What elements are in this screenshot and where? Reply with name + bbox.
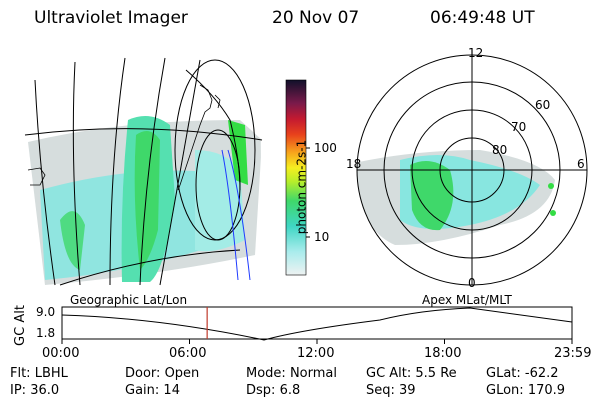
polar-aurora-field — [357, 150, 555, 245]
geographic-panel-label: Geographic Lat/Lon — [70, 293, 188, 307]
footer-door: Door: Open — [125, 366, 200, 381]
lat-label-70: 70 — [511, 120, 527, 134]
mlt-label-12: 12 — [468, 46, 484, 60]
timeline-ytick-high: 9.0 — [36, 305, 56, 319]
mlt-label-18: 18 — [346, 157, 362, 171]
timeline-xtick-0600: 06:00 — [169, 346, 207, 361]
geographic-grid — [24, 57, 263, 286]
date-label: 20 Nov 07 — [272, 8, 360, 28]
timeline-ytick-low: 1.8 — [36, 326, 56, 340]
footer-dsp: Dsp: 6.8 — [246, 383, 301, 398]
lat-label-80: 80 — [492, 143, 508, 157]
lat-label-60: 60 — [535, 98, 551, 112]
mlt-label-6: 6 — [577, 157, 585, 171]
polar-grid — [356, 54, 588, 286]
instrument-title: Ultraviolet Imager — [34, 8, 188, 28]
apex-panel-label: Apex MLat/MLT — [422, 293, 512, 307]
geographic-aurora-field — [28, 116, 262, 285]
time-label: 06:49:48 UT — [430, 8, 535, 28]
footer-glon: GLon: 170.9 — [486, 383, 566, 398]
timeline-axis-label: GC Alt — [12, 305, 28, 346]
coastline — [27, 84, 221, 191]
footer-mode: Mode: Normal — [246, 366, 337, 381]
colorbar-tick-10: 10 — [314, 230, 330, 244]
timeline-xtick-0000: 00:00 — [42, 346, 80, 361]
colorbar-tick-100: 100 — [314, 141, 337, 155]
mlt-label-0: 0 — [468, 276, 476, 290]
footer-glat: GLat: -62.2 — [486, 366, 559, 381]
footer-gc-alt: GC Alt: 5.5 Re — [366, 366, 457, 381]
footer-seq: Seq: 39 — [366, 383, 416, 398]
timeline-xtick-1200: 12:00 — [297, 346, 335, 361]
footer-ip: IP: 36.0 — [10, 383, 60, 398]
footer-gain: Gain: 14 — [125, 383, 180, 398]
timeline-xtick-1800: 18:00 — [424, 346, 462, 361]
footer-flt: Flt: LBHL — [10, 366, 68, 381]
timeline-xtick-2359: 23:59 — [554, 346, 592, 361]
footprint-lines — [221, 149, 251, 281]
